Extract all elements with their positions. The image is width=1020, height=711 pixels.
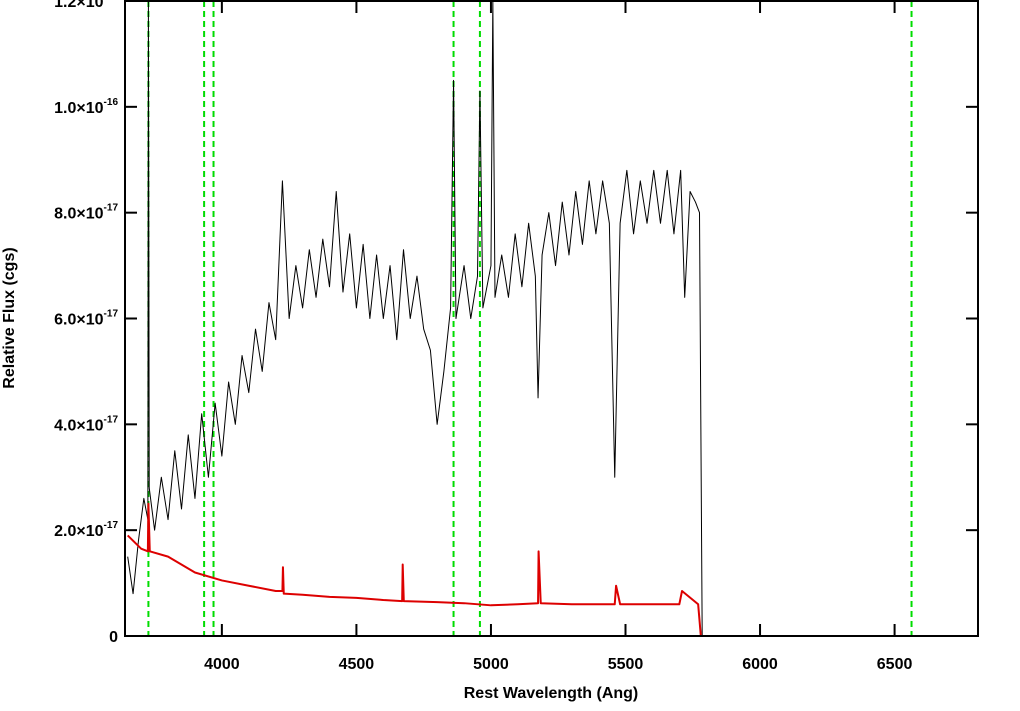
y-tick-label: 1.0×10-16	[54, 97, 118, 117]
y-tick-exponent: -17	[104, 520, 119, 531]
y-tick-label: 0	[109, 629, 118, 646]
spectrum-line	[127, 1, 703, 636]
y-tick-mantissa: 4.0×10	[54, 417, 103, 434]
y-tick-value: 0	[109, 629, 118, 646]
x-tick-label: 6000	[742, 656, 778, 673]
axes: 4000 4500 5000 5500 6000 650002.0×10-174.0×10…	[54, 0, 979, 673]
y-tick-mantissa: 1.2×10	[54, 0, 103, 11]
x-axis-label: Rest Wavelength (Ang)	[464, 685, 639, 702]
plot-area	[126, 1, 978, 636]
y-tick-mantissa: 6.0×10	[54, 312, 103, 329]
x-tick-label: 5000	[473, 656, 509, 673]
y-tick-exponent: -16	[104, 0, 119, 2]
y-tick-label: 8.0×10-17	[54, 203, 118, 223]
y-tick-label: 6.0×10-17	[54, 309, 118, 329]
x-tick-label: 4500	[339, 656, 375, 673]
plot-frame	[124, 0, 979, 637]
x-tick-label: 6500	[877, 656, 913, 673]
x-tick-label: 4000	[204, 656, 240, 673]
y-tick-label: 4.0×10-17	[54, 414, 118, 434]
y-axis-label: Relative Flux (cgs)	[1, 247, 18, 388]
y-tick-exponent: -17	[104, 203, 119, 214]
x-tick-label: 5500	[608, 656, 644, 673]
spectrum-line	[126, 502, 978, 636]
y-tick-exponent: -17	[104, 414, 119, 425]
y-tick-mantissa: 1.0×10	[54, 100, 103, 117]
y-tick-exponent: -16	[104, 97, 119, 108]
y-tick-mantissa: 8.0×10	[54, 206, 103, 223]
y-tick-mantissa: 2.0×10	[54, 523, 103, 540]
y-tick-exponent: -17	[104, 309, 119, 320]
y-tick-label: 1.2×10-16	[54, 0, 118, 11]
y-tick-label: 2.0×10-17	[54, 520, 118, 540]
